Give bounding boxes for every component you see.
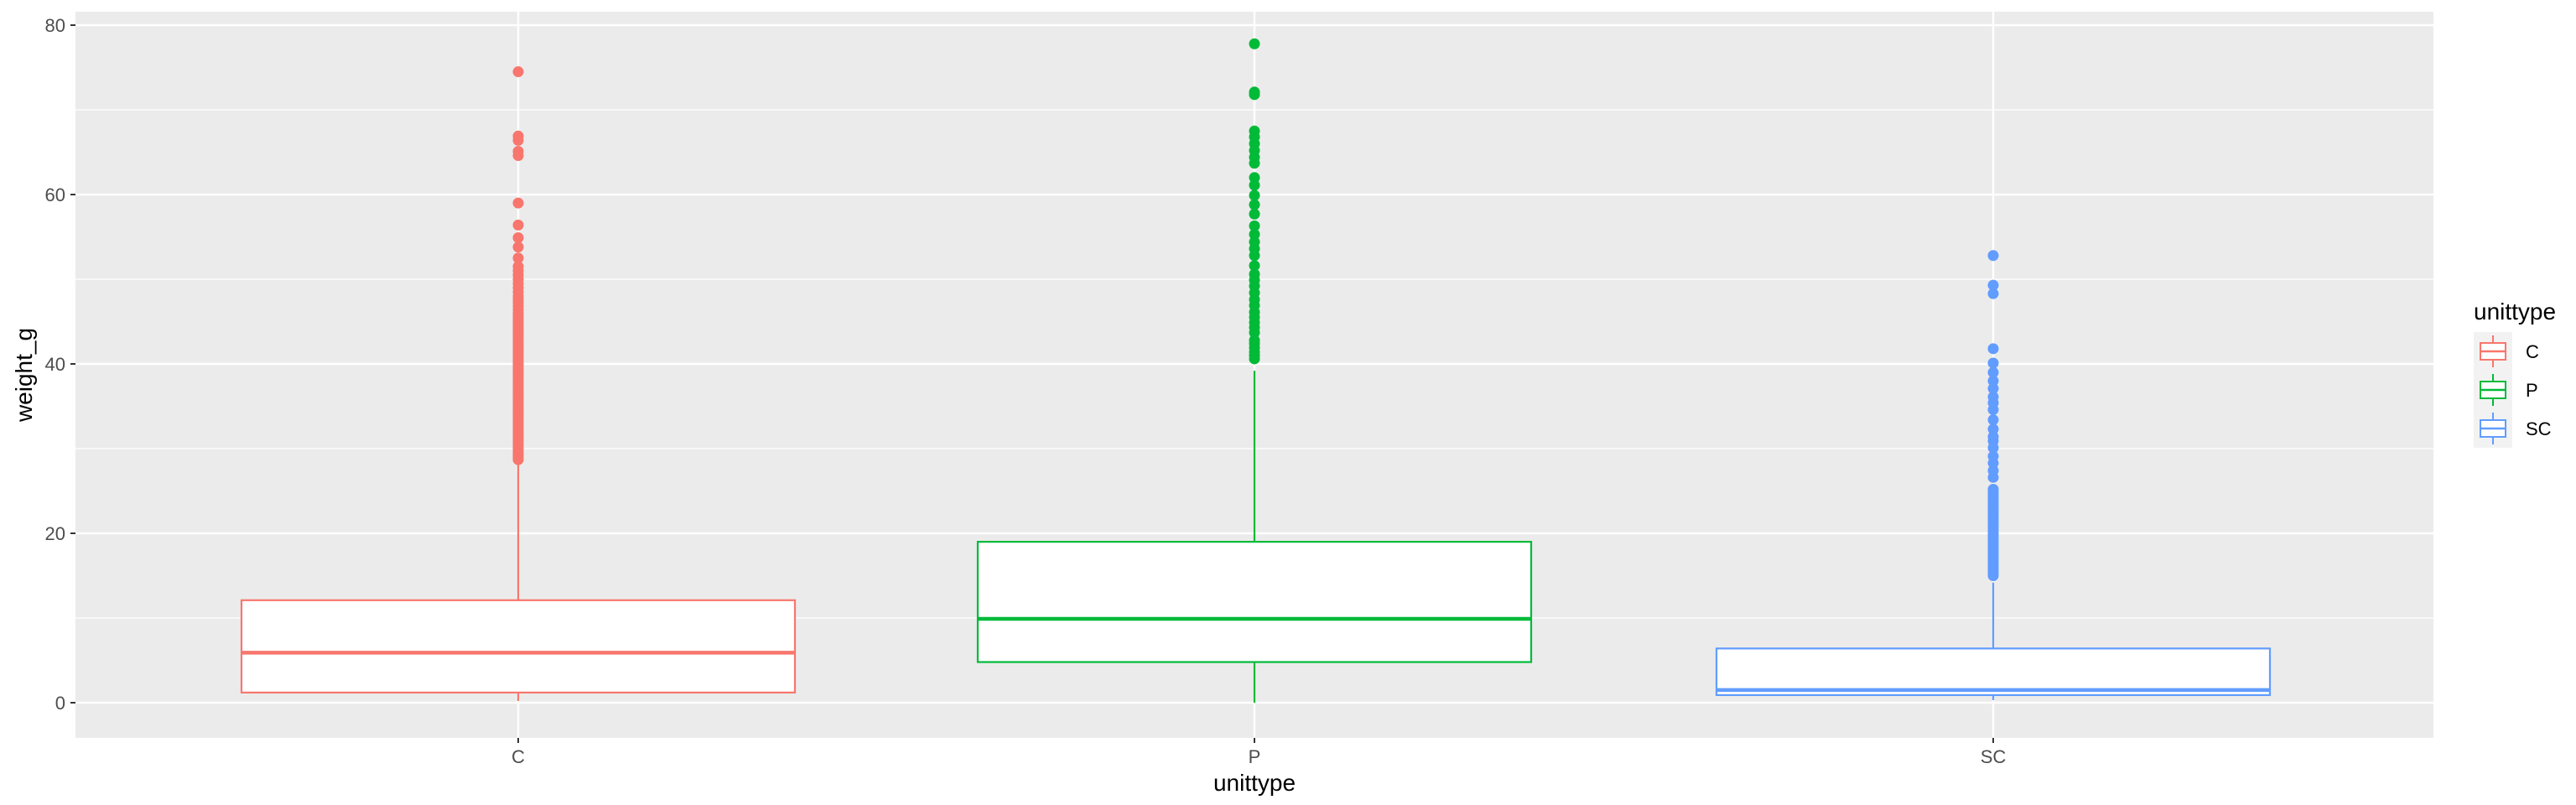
y-tick-label: 0 <box>55 693 65 714</box>
outlier-point <box>1987 391 1999 402</box>
outlier-point <box>1987 366 1999 378</box>
outlier-point <box>1987 414 1999 426</box>
y-axis-title: weight_g <box>11 328 37 423</box>
outlier-point <box>512 145 524 157</box>
outlier-point <box>1249 335 1260 346</box>
y-tick-label: 40 <box>45 354 65 375</box>
outlier-point <box>1249 86 1260 98</box>
outlier-point <box>1987 343 1999 355</box>
outlier-point <box>1987 382 1999 394</box>
outlier-point <box>1249 190 1260 201</box>
legend: unittype CP SC <box>2474 299 2556 448</box>
outlier-point <box>1987 288 1999 299</box>
legend-title: unittype <box>2474 299 2556 325</box>
outlier-point <box>512 261 524 273</box>
outlier-point <box>1987 250 1999 262</box>
outlier-point <box>1249 220 1260 231</box>
outlier-point <box>512 219 524 231</box>
outlier-point <box>1249 38 1260 49</box>
legend-key-SC <box>2474 409 2512 448</box>
outlier-point <box>1249 236 1260 248</box>
x-axis-title: unittype <box>1213 770 1296 796</box>
outlier-point <box>1249 228 1260 240</box>
legend-key-C <box>2474 332 2512 371</box>
legend-key-P <box>2474 371 2512 409</box>
iqr-box <box>1715 647 2272 697</box>
iqr-box <box>976 540 1533 663</box>
x-tick-label: SC <box>1981 746 2007 767</box>
outlier-point <box>1987 465 1999 476</box>
outlier-point <box>1987 357 1999 369</box>
outlier-point <box>1249 125 1260 137</box>
box-SC <box>1715 582 2272 700</box>
outlier-point <box>1987 483 1999 495</box>
x-axis: C P SC <box>512 738 2006 767</box>
outlier-point <box>512 66 524 78</box>
outlier-point <box>1987 431 1999 443</box>
outlier-point <box>512 197 524 209</box>
outlier-point <box>512 252 524 264</box>
outlier-point <box>512 242 524 253</box>
legend-label-C: C <box>2526 341 2539 362</box>
outlier-point <box>1249 208 1260 220</box>
y-tick-label: 20 <box>45 523 65 544</box>
legend-label-P: P <box>2526 380 2538 401</box>
outlier-point <box>1987 375 1999 387</box>
outlier-point <box>512 232 524 244</box>
outlier-points <box>512 38 1999 581</box>
outlier-point <box>1249 172 1260 184</box>
outlier-point <box>1987 279 1999 291</box>
outlier-point <box>512 130 524 142</box>
y-axis: 0 20 40 60 80 <box>45 15 75 714</box>
x-tick-label: P <box>1249 746 1261 767</box>
outlier-point <box>1987 450 1999 462</box>
x-tick-label: C <box>512 746 525 767</box>
outlier-point <box>1249 179 1260 191</box>
box-P <box>976 371 1533 703</box>
iqr-box <box>240 599 797 693</box>
outlier-point <box>1249 260 1260 272</box>
outlier-point <box>1249 199 1260 210</box>
outlier-point <box>1249 268 1260 280</box>
legend-label-SC: SC <box>2526 418 2552 439</box>
box-C <box>240 461 797 701</box>
boxes <box>240 371 2272 703</box>
y-tick-label: 80 <box>45 15 65 36</box>
outlier-point <box>1987 423 1999 435</box>
y-tick-label: 60 <box>45 184 65 205</box>
